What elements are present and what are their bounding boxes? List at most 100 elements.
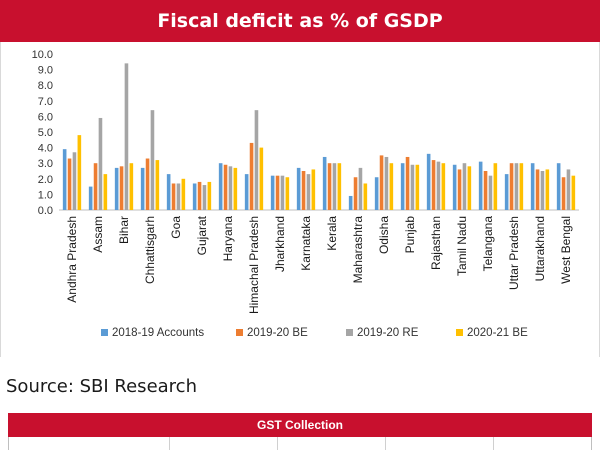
bar (556, 163, 561, 210)
bar (171, 183, 176, 210)
gst-table-title: GST Collection (256, 418, 343, 432)
x-category-label: Assam (91, 216, 105, 253)
bar (285, 177, 290, 210)
bar (535, 169, 540, 210)
bar (561, 177, 566, 210)
y-tick-label: 2.0 (38, 174, 53, 186)
bar (493, 163, 498, 210)
bar (103, 174, 108, 210)
bar (431, 160, 436, 210)
x-category-label: Bihar (117, 216, 131, 244)
legend-swatch (101, 329, 108, 336)
bar (478, 161, 483, 210)
legend-swatch (346, 329, 353, 336)
y-tick-label: 9.0 (38, 65, 53, 77)
bar (504, 174, 509, 210)
bar (348, 195, 353, 210)
bar (467, 166, 472, 210)
bar (389, 163, 394, 210)
bar (426, 153, 431, 210)
gst-column-divider (385, 437, 386, 450)
x-category-label: Uttarakhand (533, 216, 547, 281)
x-category-label: Jharkhand (273, 216, 287, 272)
bar (436, 161, 441, 210)
bar (150, 110, 155, 210)
chart-frame: 0.0 1.0 2.0 3.0 4.0 5.0 6.0 7.0 8.0 9.0 10.0 Andhra… (0, 42, 600, 357)
bar (254, 110, 259, 210)
y-tick-label: 1.0 (38, 189, 53, 201)
legend-label: 2019-20 BE (247, 327, 308, 339)
x-category-label: Andhra Pradesh (65, 216, 79, 303)
bar (353, 177, 358, 210)
bar (545, 169, 550, 210)
y-tick-label: 3.0 (38, 158, 53, 170)
bar (384, 156, 389, 210)
bar (483, 171, 488, 210)
gst-table-partial (8, 437, 592, 450)
x-category-label: Punjab (403, 216, 417, 254)
bar (145, 158, 150, 210)
bar (530, 163, 535, 210)
bar (207, 181, 212, 210)
x-category-label: Telangana (481, 216, 495, 272)
gst-column-divider (277, 437, 278, 450)
bar (415, 164, 420, 210)
bar (119, 166, 124, 210)
bar (405, 156, 410, 210)
x-category-label: Haryana (221, 216, 235, 262)
bar (410, 164, 415, 210)
bar (571, 175, 576, 210)
x-category-label: Tamil Nadu (455, 216, 469, 276)
bar (166, 174, 171, 210)
bar (452, 164, 457, 210)
bar (332, 163, 337, 210)
y-tick-label: 7.0 (38, 96, 53, 108)
bar (400, 163, 405, 210)
x-category-label: Kerala (325, 216, 339, 251)
bar (327, 163, 332, 210)
bar (363, 183, 368, 210)
bar (441, 163, 446, 210)
bar (197, 181, 202, 210)
bar (192, 183, 197, 210)
bar (322, 156, 327, 210)
bar (462, 163, 467, 210)
legend-label: 2019-20 RE (357, 327, 419, 339)
bar (296, 167, 301, 210)
bar (270, 175, 275, 210)
y-tick-label: 6.0 (38, 111, 53, 123)
bar (280, 175, 285, 210)
bar (566, 169, 571, 210)
bar (301, 171, 306, 210)
bar (306, 174, 311, 210)
bar (98, 117, 103, 210)
bar (129, 163, 134, 210)
y-tick-label: 8.0 (38, 80, 53, 92)
legend-label: 2020-21 BE (467, 327, 528, 339)
bar (233, 167, 238, 210)
x-category-label: Chhattisgarh (143, 216, 157, 284)
y-tick-label: 10.0 (32, 49, 53, 61)
bar (275, 175, 280, 210)
legend-swatch (236, 329, 243, 336)
bar (77, 135, 82, 210)
x-category-label: Uttar Pradesh (507, 216, 521, 290)
bar (244, 174, 249, 210)
x-category-label: Himachal Pradesh (247, 216, 261, 314)
bar-chart: 0.0 1.0 2.0 3.0 4.0 5.0 6.0 7.0 8.0 9.0 10.0 Andhra… (32, 49, 579, 339)
y-tick-label: 5.0 (38, 127, 53, 139)
bar (509, 163, 514, 210)
x-category-label: Goa (169, 216, 183, 239)
bar (72, 152, 77, 210)
x-category-label: Karnataka (299, 216, 313, 271)
x-category-label: Gujarat (195, 215, 209, 255)
bar (181, 178, 186, 210)
bar (88, 186, 93, 210)
source-note: Source: SBI Research (6, 376, 197, 397)
bar (358, 167, 363, 210)
gst-column-divider (169, 437, 170, 450)
bar (540, 171, 545, 210)
legend-label: 2018-19 Accounts (112, 327, 204, 339)
gst-table-header: GST Collection (8, 413, 592, 437)
bar (488, 175, 493, 210)
